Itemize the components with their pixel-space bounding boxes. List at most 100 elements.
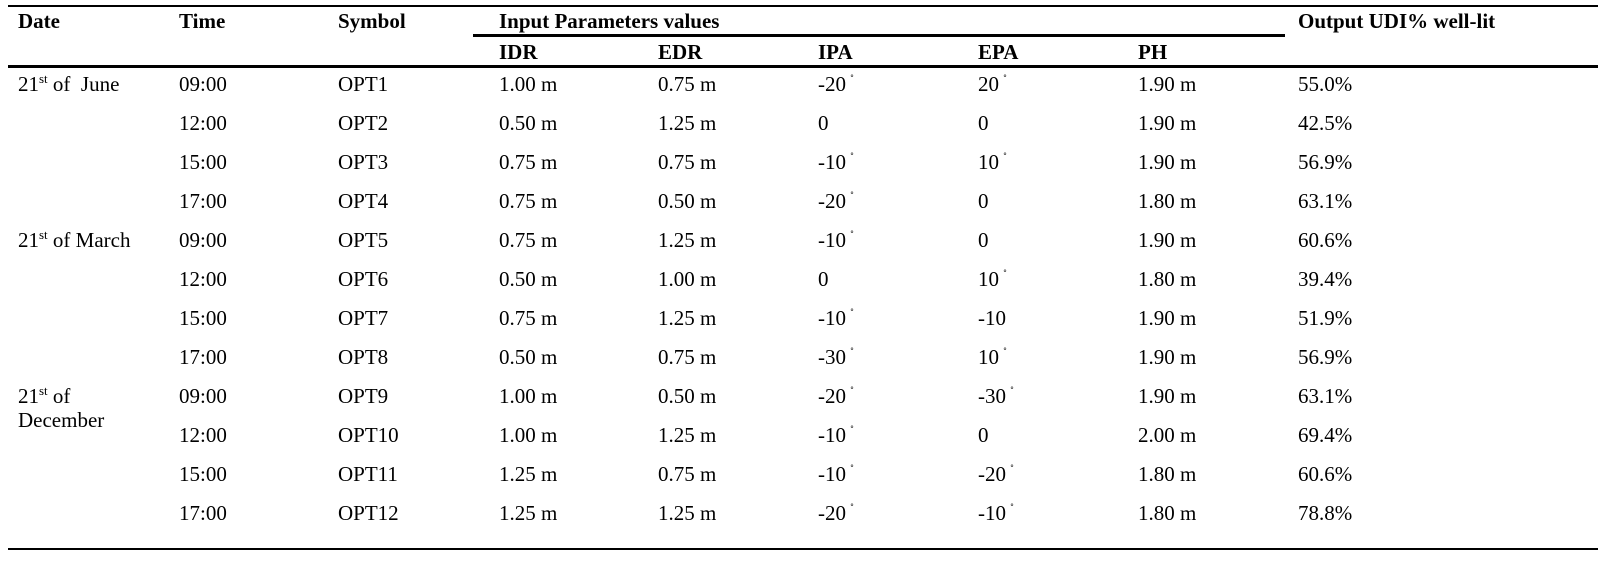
udi-cell: 63.1% [1298,189,1352,213]
ph-cell-value: 2.00 m [1138,423,1197,447]
edr-cell: 1.25 m [658,228,716,252]
ph-cell: 2.00 m [1138,423,1196,447]
udi-cell-value: 78.8% [1298,501,1353,525]
ipa-cell-value: -10 [818,423,846,447]
ipa-cell: 0 [818,111,833,135]
time-cell: 09:00 [179,228,227,252]
header-date: Date [18,9,60,33]
edr-cell-value: 0.75 m [658,72,717,96]
time-cell-value: 15:00 [179,150,227,174]
epa-cell-value: 0 [978,228,989,252]
edr-cell-value: 1.25 m [658,501,717,525]
idr-cell: 1.25 m [499,462,557,486]
epa-cell: -10 [978,306,1010,330]
ipa-cell-value: -20 [818,384,846,408]
epa-cell: 0 [978,423,993,447]
time-cell: 15:00 [179,150,227,174]
epa-cell-value: -20 [978,462,1006,486]
udi-cell-value: 63.1% [1298,189,1353,213]
date-group-december: 21st of December [18,383,105,432]
time-cell: 09:00 [179,72,227,96]
symbol-cell: OPT2 [338,111,388,135]
time-cell-value: 15:00 [179,462,227,486]
edr-cell-value: 1.25 m [658,423,717,447]
udi-cell: 63.1% [1298,384,1352,408]
idr-cell-value: 1.00 m [499,72,558,96]
epa-cell: -30 ˚ [978,384,1014,408]
symbol-cell: OPT6 [338,267,388,291]
edr-cell-value: 0.75 m [658,462,717,486]
symbol-cell: OPT8 [338,345,388,369]
time-cell: 17:00 [179,189,227,213]
idr-cell-value: 0.50 m [499,345,558,369]
degree-mark: ˚ [850,72,854,86]
symbol-cell: OPT10 [338,423,399,447]
header-output-udi: Output UDI% well-lit [1298,9,1496,33]
symbol-cell: OPT3 [338,150,388,174]
ipa-cell: -20 ˚ [818,189,854,213]
ipa-cell-value: -10 [818,306,846,330]
symbol-cell-value: OPT4 [338,189,389,213]
time-cell: 12:00 [179,111,227,135]
symbol-cell-value: OPT6 [338,267,389,291]
epa-cell-value: 0 [978,423,989,447]
edr-cell: 1.25 m [658,501,716,525]
udi-cell-value: 60.6% [1298,228,1353,252]
udi-cell-value: 69.4% [1298,423,1353,447]
time-cell-value: 12:00 [179,111,227,135]
ipa-cell-value: -30 [818,345,846,369]
epa-cell-value: -10 [978,501,1006,525]
epa-cell: 0 [978,228,993,252]
header-input-parameters: Input Parameters values [499,9,720,33]
edr-cell: 0.75 m [658,345,716,369]
time-cell: 09:00 [179,384,227,408]
top-rule [8,5,1598,7]
edr-cell: 1.25 m [658,111,716,135]
edr-cell-value: 1.25 m [658,306,717,330]
idr-cell: 0.75 m [499,306,557,330]
time-cell: 15:00 [179,306,227,330]
ipa-cell-value: -20 [818,72,846,96]
degree-mark: ˚ [850,228,854,242]
edr-cell-value: 0.50 m [658,384,717,408]
ipa-cell: -20 ˚ [818,72,854,96]
edr-cell-value: 1.25 m [658,228,717,252]
symbol-cell-value: OPT8 [338,345,389,369]
ph-cell: 1.80 m [1138,501,1196,525]
udi-cell-value: 63.1% [1298,384,1353,408]
date-group-march: 21st of March [18,227,131,252]
degree-mark: ˚ [850,189,854,203]
symbol-cell-value: OPT11 [338,462,398,486]
udi-cell-value: 42.5% [1298,111,1353,135]
ph-cell: 1.90 m [1138,306,1196,330]
idr-cell-value: 1.00 m [499,423,558,447]
epa-cell-value: 0 [978,111,989,135]
degree-mark: ˚ [850,501,854,515]
ph-cell-value: 1.90 m [1138,150,1197,174]
udi-cell: 56.9% [1298,345,1352,369]
udi-cell: 55.0% [1298,72,1352,96]
time-cell-value: 17:00 [179,189,227,213]
epa-cell-value: 10 [978,267,999,291]
udi-cell: 51.9% [1298,306,1352,330]
epa-cell-value: 10 [978,345,999,369]
epa-cell: 10 ˚ [978,150,1007,174]
udi-cell: 60.6% [1298,462,1352,486]
header-symbol: Symbol [338,9,406,33]
degree-mark: ˚ [1003,150,1007,164]
time-cell-value: 09:00 [179,72,227,96]
symbol-cell-value: OPT5 [338,228,389,252]
idr-cell: 1.00 m [499,423,557,447]
idr-cell: 0.75 m [499,228,557,252]
ph-cell: 1.90 m [1138,150,1196,174]
idr-cell: 0.50 m [499,111,557,135]
idr-cell-value: 1.25 m [499,501,558,525]
header-edr: EDR [658,40,703,64]
udi-cell: 69.4% [1298,423,1352,447]
edr-cell: 0.50 m [658,189,716,213]
epa-cell-value: 0 [978,189,989,213]
ph-cell-value: 1.80 m [1138,189,1197,213]
ipa-cell: -10 ˚ [818,228,854,252]
idr-cell: 0.75 m [499,150,557,174]
symbol-cell: OPT12 [338,501,399,525]
